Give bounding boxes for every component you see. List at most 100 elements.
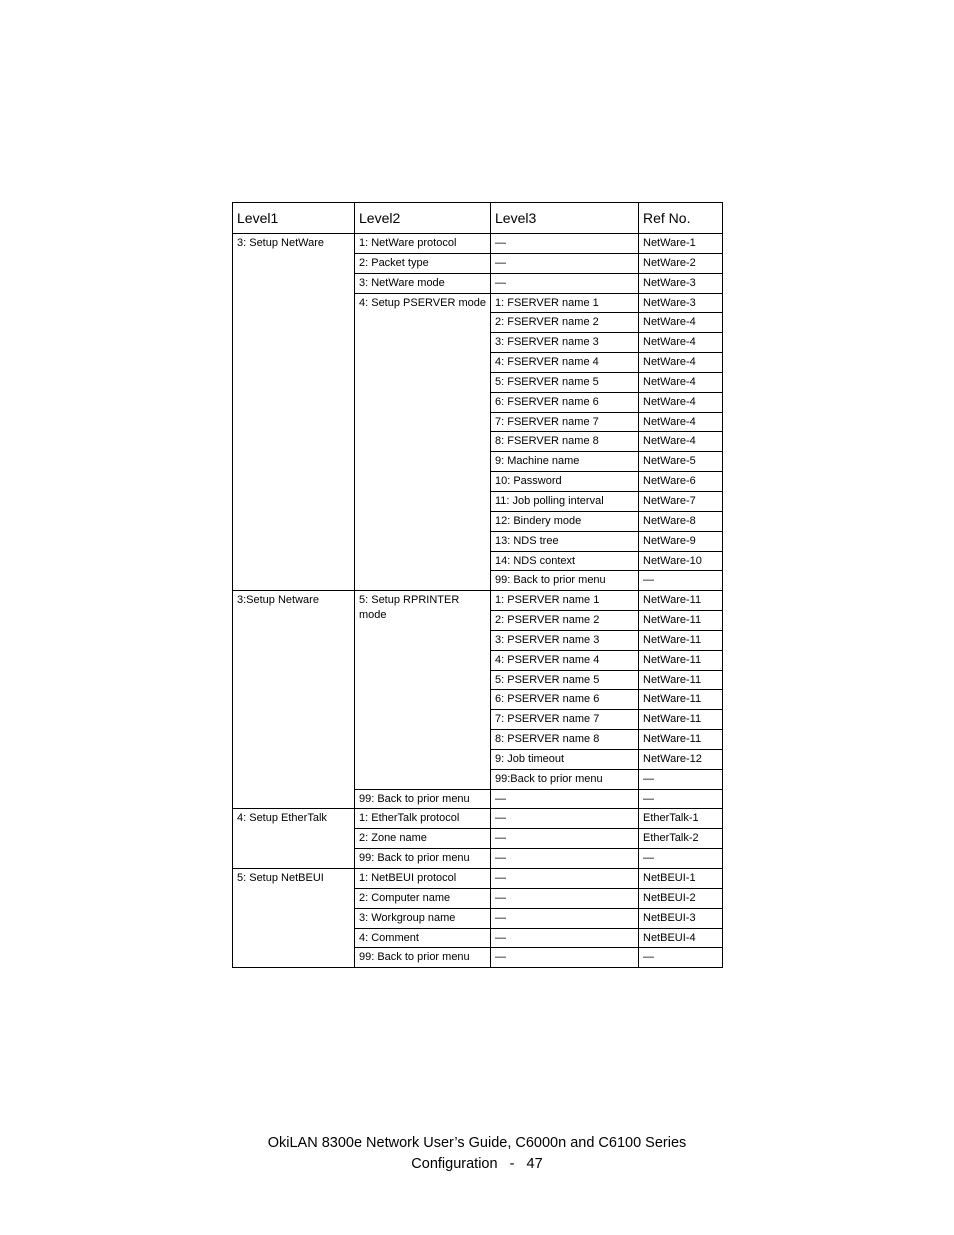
level3-cell: 13: NDS tree <box>491 531 639 551</box>
level2-cell: 2: Computer name <box>355 888 491 908</box>
level3-cell: — <box>491 829 639 849</box>
refno-cell: NetBEUI-4 <box>639 928 723 948</box>
level3-cell: 7: FSERVER name 7 <box>491 412 639 432</box>
refno-cell: NetWare-7 <box>639 491 723 511</box>
table-row: 3:Setup Netware5: Setup RPRINTER mode1: … <box>233 591 723 611</box>
level3-cell: 10: Password <box>491 472 639 492</box>
refno-cell: NetWare-11 <box>639 690 723 710</box>
level3-cell: 12: Bindery mode <box>491 511 639 531</box>
refno-cell: — <box>639 789 723 809</box>
level3-cell: 99: Back to prior menu <box>491 571 639 591</box>
document-page: { "columns": ["Level1", "Level2", "Level… <box>0 0 954 1235</box>
refno-cell: NetWare-2 <box>639 253 723 273</box>
col-level2: Level2 <box>355 203 491 234</box>
refno-cell: NetBEUI-3 <box>639 908 723 928</box>
level3-cell: 5: FSERVER name 5 <box>491 372 639 392</box>
refno-cell: NetWare-10 <box>639 551 723 571</box>
refno-cell: — <box>639 948 723 968</box>
level3-cell: — <box>491 234 639 254</box>
level3-cell: 6: PSERVER name 6 <box>491 690 639 710</box>
refno-cell: NetWare-4 <box>639 432 723 452</box>
level1-cell: 5: Setup NetBEUI <box>233 869 355 968</box>
refno-cell: NetWare-11 <box>639 650 723 670</box>
level3-cell: 11: Job polling interval <box>491 491 639 511</box>
level3-cell: — <box>491 908 639 928</box>
level3-cell: — <box>491 888 639 908</box>
level1-cell: 3:Setup Netware <box>233 591 355 809</box>
level3-cell: 14: NDS context <box>491 551 639 571</box>
level2-cell: 99: Back to prior menu <box>355 789 491 809</box>
level3-cell: — <box>491 928 639 948</box>
table-header-row: Level1 Level2 Level3 Ref No. <box>233 203 723 234</box>
level3-cell: 8: PSERVER name 8 <box>491 730 639 750</box>
menu-table: Level1 Level2 Level3 Ref No. 3: Setup Ne… <box>232 202 723 968</box>
level2-cell: 2: Zone name <box>355 829 491 849</box>
level2-cell: 99: Back to prior menu <box>355 948 491 968</box>
refno-cell: EtherTalk-2 <box>639 829 723 849</box>
level3-cell: — <box>491 789 639 809</box>
refno-cell: NetWare-4 <box>639 372 723 392</box>
level3-cell: 7: PSERVER name 7 <box>491 710 639 730</box>
footer-pagination: Configuration - 47 <box>0 1154 954 1175</box>
refno-cell: NetWare-11 <box>639 710 723 730</box>
refno-cell: NetWare-12 <box>639 749 723 769</box>
level3-cell: — <box>491 809 639 829</box>
level2-cell: 4: Setup PSERVER mode <box>355 293 491 591</box>
level3-cell: — <box>491 273 639 293</box>
level2-cell: 1: NetWare protocol <box>355 234 491 254</box>
level3-cell: 2: FSERVER name 2 <box>491 313 639 333</box>
level2-cell: 1: NetBEUI protocol <box>355 869 491 889</box>
level3-cell: — <box>491 948 639 968</box>
table-row: 4: Setup EtherTalk1: EtherTalk protocol—… <box>233 809 723 829</box>
refno-cell: NetWare-3 <box>639 273 723 293</box>
level2-cell: 4: Comment <box>355 928 491 948</box>
level2-cell: 2: Packet type <box>355 253 491 273</box>
refno-cell: NetWare-8 <box>639 511 723 531</box>
col-level1: Level1 <box>233 203 355 234</box>
col-level3: Level3 <box>491 203 639 234</box>
refno-cell: NetWare-5 <box>639 452 723 472</box>
level3-cell: 5: PSERVER name 5 <box>491 670 639 690</box>
level3-cell: 1: PSERVER name 1 <box>491 591 639 611</box>
refno-cell: — <box>639 769 723 789</box>
refno-cell: NetWare-11 <box>639 591 723 611</box>
level3-cell: 4: PSERVER name 4 <box>491 650 639 670</box>
refno-cell: NetWare-4 <box>639 313 723 333</box>
level3-cell: 2: PSERVER name 2 <box>491 611 639 631</box>
level3-cell: 3: FSERVER name 3 <box>491 333 639 353</box>
refno-cell: NetWare-6 <box>639 472 723 492</box>
refno-cell: NetBEUI-2 <box>639 888 723 908</box>
refno-cell: NetWare-1 <box>639 234 723 254</box>
level1-cell: 4: Setup EtherTalk <box>233 809 355 869</box>
refno-cell: NetWare-4 <box>639 412 723 432</box>
level1-cell: 3: Setup NetWare <box>233 234 355 591</box>
refno-cell: NetWare-4 <box>639 392 723 412</box>
menu-table-container: Level1 Level2 Level3 Ref No. 3: Setup Ne… <box>232 202 722 968</box>
level3-cell: 4: FSERVER name 4 <box>491 353 639 373</box>
level2-cell: 3: NetWare mode <box>355 273 491 293</box>
refno-cell: NetWare-9 <box>639 531 723 551</box>
level3-cell: 3: PSERVER name 3 <box>491 630 639 650</box>
level3-cell: 9: Job timeout <box>491 749 639 769</box>
col-refno: Ref No. <box>639 203 723 234</box>
refno-cell: NetWare-3 <box>639 293 723 313</box>
level3-cell: 6: FSERVER name 6 <box>491 392 639 412</box>
level2-cell: 99: Back to prior menu <box>355 849 491 869</box>
refno-cell: EtherTalk-1 <box>639 809 723 829</box>
refno-cell: — <box>639 849 723 869</box>
level3-cell: 1: FSERVER name 1 <box>491 293 639 313</box>
refno-cell: — <box>639 571 723 591</box>
refno-cell: NetWare-11 <box>639 611 723 631</box>
footer-title: OkiLAN 8300e Network User’s Guide, C6000… <box>0 1133 954 1154</box>
level2-cell: 5: Setup RPRINTER mode <box>355 591 491 789</box>
refno-cell: NetWare-11 <box>639 670 723 690</box>
level3-cell: 8: FSERVER name 8 <box>491 432 639 452</box>
refno-cell: NetWare-4 <box>639 333 723 353</box>
refno-cell: NetWare-11 <box>639 730 723 750</box>
level3-cell: 9: Machine name <box>491 452 639 472</box>
table-row: 5: Setup NetBEUI1: NetBEUI protocol—NetB… <box>233 869 723 889</box>
level2-cell: 1: EtherTalk protocol <box>355 809 491 829</box>
page-footer: OkiLAN 8300e Network User’s Guide, C6000… <box>0 1133 954 1175</box>
table-row: 3: Setup NetWare1: NetWare protocol—NetW… <box>233 234 723 254</box>
refno-cell: NetWare-11 <box>639 630 723 650</box>
